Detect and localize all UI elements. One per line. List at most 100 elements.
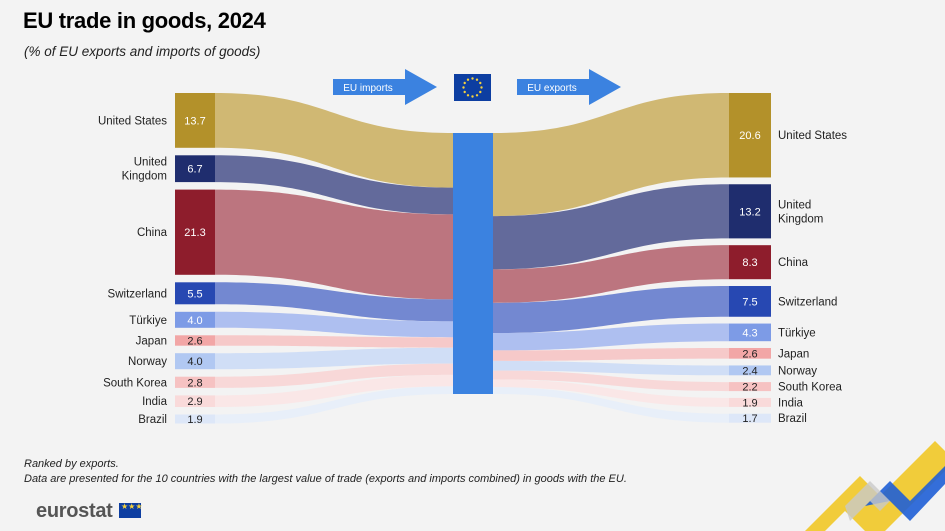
eu-star-icon bbox=[466, 94, 470, 97]
flow-export-united-kingdom bbox=[493, 184, 729, 270]
chart-subtitle: (% of EU exports and imports of goods) bbox=[24, 44, 261, 59]
exports-arrow-icon bbox=[517, 69, 621, 105]
export-node-t-rkiye bbox=[729, 323, 771, 342]
export-country-label-t-rkiye: Türkiye bbox=[778, 327, 816, 339]
eu-star-icon bbox=[480, 86, 483, 89]
export-node-norway bbox=[729, 365, 771, 376]
flow-import-india bbox=[215, 374, 453, 407]
import-value-united-states: 13.7 bbox=[184, 115, 205, 127]
eu-star-icon bbox=[471, 77, 474, 80]
flow-import-united-states bbox=[215, 93, 453, 188]
import-country-label-united-states: United States bbox=[98, 115, 167, 127]
import-node-switzerland bbox=[175, 282, 215, 305]
import-value-switzerland: 5.5 bbox=[187, 288, 202, 300]
labels-group: 13.7 United States 20.6 United States 6.7 Uni… bbox=[98, 115, 847, 426]
eu-star-icon bbox=[471, 95, 474, 98]
export-value-united-states: 20.6 bbox=[739, 130, 760, 142]
export-country-label-united-states: United States bbox=[778, 130, 847, 142]
flow-import-south-korea bbox=[215, 363, 453, 388]
flow-import-united-kingdom bbox=[215, 155, 453, 215]
flow-import-switzerland bbox=[215, 282, 453, 322]
import-node-united-states bbox=[175, 93, 215, 148]
import-country-label-india: India bbox=[142, 396, 168, 408]
import-node-brazil bbox=[175, 414, 215, 424]
export-node-india bbox=[729, 397, 771, 407]
import-node-norway bbox=[175, 353, 215, 370]
import-node-united-kingdom bbox=[175, 155, 215, 183]
flow-export-japan bbox=[493, 347, 729, 361]
flow-import-china bbox=[215, 189, 453, 300]
import-value-south-korea: 2.8 bbox=[187, 377, 202, 389]
eu-star-icon bbox=[463, 81, 466, 85]
eurostat-flag-icon: ★★★ bbox=[119, 502, 143, 518]
export-country-label-south-korea: South Korea bbox=[778, 382, 843, 394]
export-node-brazil bbox=[729, 413, 771, 423]
export-node-united-kingdom bbox=[729, 184, 771, 239]
eu-star-icon bbox=[463, 90, 466, 94]
note-ranked: Ranked by exports. bbox=[24, 458, 119, 470]
eu-star-icon bbox=[462, 86, 465, 89]
export-value-china: 8.3 bbox=[742, 257, 757, 269]
import-country-label-japan: Japan bbox=[136, 336, 167, 348]
export-value-t-rkiye: 4.3 bbox=[742, 327, 757, 339]
export-node-switzerland bbox=[729, 286, 771, 317]
eu-center-bar bbox=[453, 133, 493, 394]
flow-export-norway bbox=[493, 360, 729, 376]
export-country-label-united-kingdom: United bbox=[778, 199, 811, 211]
export-value-brazil: 1.7 bbox=[742, 413, 757, 425]
chart-title: EU trade in goods, 2024 bbox=[23, 8, 266, 33]
import-node-china bbox=[175, 189, 215, 275]
deco-yellow-shape bbox=[805, 441, 945, 531]
import-value-united-kingdom: 6.7 bbox=[187, 164, 202, 176]
export-value-united-kingdom: 13.2 bbox=[739, 206, 760, 218]
import-country-label-united-kingdom: United bbox=[134, 157, 167, 169]
import-value-japan: 2.6 bbox=[187, 336, 202, 348]
flow-export-china bbox=[493, 245, 729, 303]
export-country-label-norway: Norway bbox=[778, 365, 817, 377]
flow-export-brazil bbox=[493, 387, 729, 423]
flow-export-india bbox=[493, 379, 729, 407]
export-value-india: 1.9 bbox=[742, 397, 757, 409]
import-value-china: 21.3 bbox=[184, 227, 205, 239]
sankey-chart: 13.7 United States 20.6 United States 6.7 Uni… bbox=[98, 69, 847, 426]
flow-import-japan bbox=[215, 335, 453, 348]
eu-exports-arrow: EU exports bbox=[517, 69, 621, 105]
export-value-japan: 2.6 bbox=[742, 348, 757, 360]
export-node-china bbox=[729, 245, 771, 280]
export-value-south-korea: 2.2 bbox=[742, 382, 757, 394]
export-node-united-states bbox=[729, 93, 771, 178]
import-country-label-switzerland: Switzerland bbox=[108, 288, 167, 300]
eu-stars bbox=[462, 77, 483, 98]
flows-group bbox=[215, 93, 729, 424]
export-value-switzerland: 7.5 bbox=[742, 296, 757, 308]
import-node-japan bbox=[175, 335, 215, 346]
imports-arrow-icon bbox=[333, 69, 437, 105]
export-country-label-united-kingdom: Kingdom bbox=[778, 213, 823, 225]
nodes-group bbox=[175, 93, 771, 424]
eurostat-logo: eurostat bbox=[36, 500, 113, 522]
export-country-label-japan: Japan bbox=[778, 348, 809, 360]
import-country-label-brazil: Brazil bbox=[138, 414, 167, 426]
import-country-label-united-kingdom: Kingdom bbox=[122, 171, 167, 183]
import-country-label-t-rkiye: Türkiye bbox=[129, 315, 167, 327]
eu-imports-arrow: EU imports bbox=[333, 69, 437, 105]
eu-flag bbox=[454, 74, 491, 101]
import-node-south-korea bbox=[175, 376, 215, 388]
flow-import-norway bbox=[215, 347, 453, 370]
flow-export-united-states bbox=[493, 93, 729, 217]
flow-import-t-rkiye bbox=[215, 311, 453, 338]
import-country-label-south-korea: South Korea bbox=[103, 377, 168, 389]
import-country-label-china: China bbox=[137, 227, 168, 239]
flow-export-t-rkiye bbox=[493, 323, 729, 351]
export-country-label-switzerland: Switzerland bbox=[778, 296, 837, 308]
flow-import-brazil bbox=[215, 386, 453, 424]
export-country-label-china: China bbox=[778, 257, 809, 269]
import-node-india bbox=[175, 395, 215, 407]
export-value-norway: 2.4 bbox=[742, 365, 757, 377]
import-country-label-norway: Norway bbox=[128, 356, 167, 368]
export-country-label-india: India bbox=[778, 397, 804, 409]
import-value-brazil: 1.9 bbox=[187, 414, 202, 426]
note-data: Data are presented for the 10 countries … bbox=[24, 473, 627, 485]
eu-star-icon bbox=[475, 94, 479, 97]
import-value-t-rkiye: 4.0 bbox=[187, 315, 202, 327]
